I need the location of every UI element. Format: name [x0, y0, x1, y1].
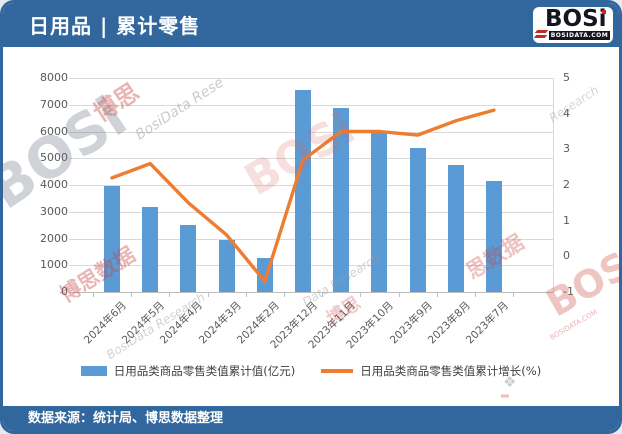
- x-axis-tick: [131, 292, 133, 297]
- plot-right-border: [553, 78, 554, 292]
- y-axis-right-label: 3: [563, 142, 570, 156]
- x-axis-tick: [513, 292, 515, 297]
- legend-bar-swatch-icon: [80, 366, 107, 376]
- bar-9: [447, 164, 464, 292]
- gridline: [69, 211, 553, 213]
- x-axis-tick: [322, 292, 324, 297]
- bosi-logo-domain: BOSIDATA.COM: [549, 31, 610, 40]
- bar-0: [104, 186, 120, 292]
- logo-wordmark: BOSi: [545, 7, 607, 32]
- x-axis-tick: [436, 292, 438, 297]
- x-axis-tick: [360, 292, 362, 297]
- logo-stripes-icon: [533, 29, 549, 41]
- chart-legend: 日用品类商品零售类值累计值(亿元) 日用品类商品零售类值累计增长(%): [3, 362, 619, 380]
- legend-item-bar-series: 日用品类商品零售类值累计值(亿元): [80, 363, 296, 379]
- gridline: [69, 292, 553, 293]
- legend-line-label: 日用品类商品零售类值累计增长(%): [360, 364, 542, 378]
- x-axis-tick: [207, 292, 209, 297]
- y-axis-left-label: 2000: [40, 231, 68, 245]
- legend-bar-label: 日用品类商品零售类值累计值(亿元): [113, 364, 296, 378]
- gridline: [69, 265, 553, 267]
- chart-plot-region: 日用品类商品零售类值累计值(亿元) 日用品类商品零售类值累计增长(%) 0 100…: [3, 47, 619, 406]
- bar-10: [486, 180, 502, 292]
- bosi-logo: BOSi BOSIDATA.COM: [533, 7, 613, 43]
- bar-1: [142, 207, 159, 292]
- y-axis-left-label: 0: [61, 285, 68, 298]
- y-axis-right-label: 5: [563, 71, 570, 84]
- y-axis-right-label: 2: [563, 178, 570, 191]
- y-axis-right-label: -1: [563, 285, 574, 298]
- x-axis-tick: [169, 292, 171, 297]
- gridline: [69, 158, 553, 160]
- y-axis-left-label: 8000: [40, 71, 68, 84]
- y-axis-right-label: 0: [563, 249, 570, 263]
- bar-2: [180, 224, 197, 292]
- bar-3: [218, 239, 235, 292]
- y-axis-left-label: 1000: [40, 258, 68, 272]
- legend-line-swatch-icon: [321, 369, 354, 373]
- y-axis-left-label: 7000: [40, 97, 68, 111]
- growth-line-series: [110, 108, 496, 284]
- bar-5: [295, 90, 311, 292]
- footer-bar: 数据来源：统计局、博思数据整理: [3, 406, 619, 431]
- y-axis-right-label: 4: [563, 106, 570, 120]
- y-axis-left-label: 6000: [40, 124, 68, 138]
- page-title: 日用品 | 累计零售: [29, 14, 201, 38]
- data-source-note: 数据来源：统计局、博思数据整理: [28, 411, 224, 426]
- x-axis-tick: [283, 292, 285, 297]
- gridline: [69, 78, 553, 79]
- y-axis-right-label: 1: [563, 213, 570, 227]
- y-axis-left-label: 5000: [40, 151, 68, 165]
- x-axis-tick: [474, 292, 476, 297]
- x-axis-tick: [398, 292, 400, 297]
- bosi-logo-text: BOSi: [545, 7, 607, 32]
- x-axis-tick: [92, 292, 94, 297]
- legend-item-line-series: 日用品类商品零售类值累计增长(%): [321, 363, 541, 379]
- x-axis-tick: [245, 292, 247, 297]
- y-axis-left-label: 4000: [40, 178, 68, 191]
- y-axis-left-label: 3000: [40, 204, 68, 218]
- logo-i-dot-icon: [601, 10, 606, 14]
- bar-8: [409, 147, 426, 292]
- gridline: [69, 185, 553, 186]
- bar-6: [333, 108, 350, 292]
- gridline: [69, 238, 553, 240]
- header-bar: 日用品 | 累计零售 BOSi BOSIDATA.COM: [3, 3, 619, 47]
- bar-7: [371, 131, 388, 292]
- gridline: [69, 131, 553, 133]
- gridline: [69, 104, 553, 106]
